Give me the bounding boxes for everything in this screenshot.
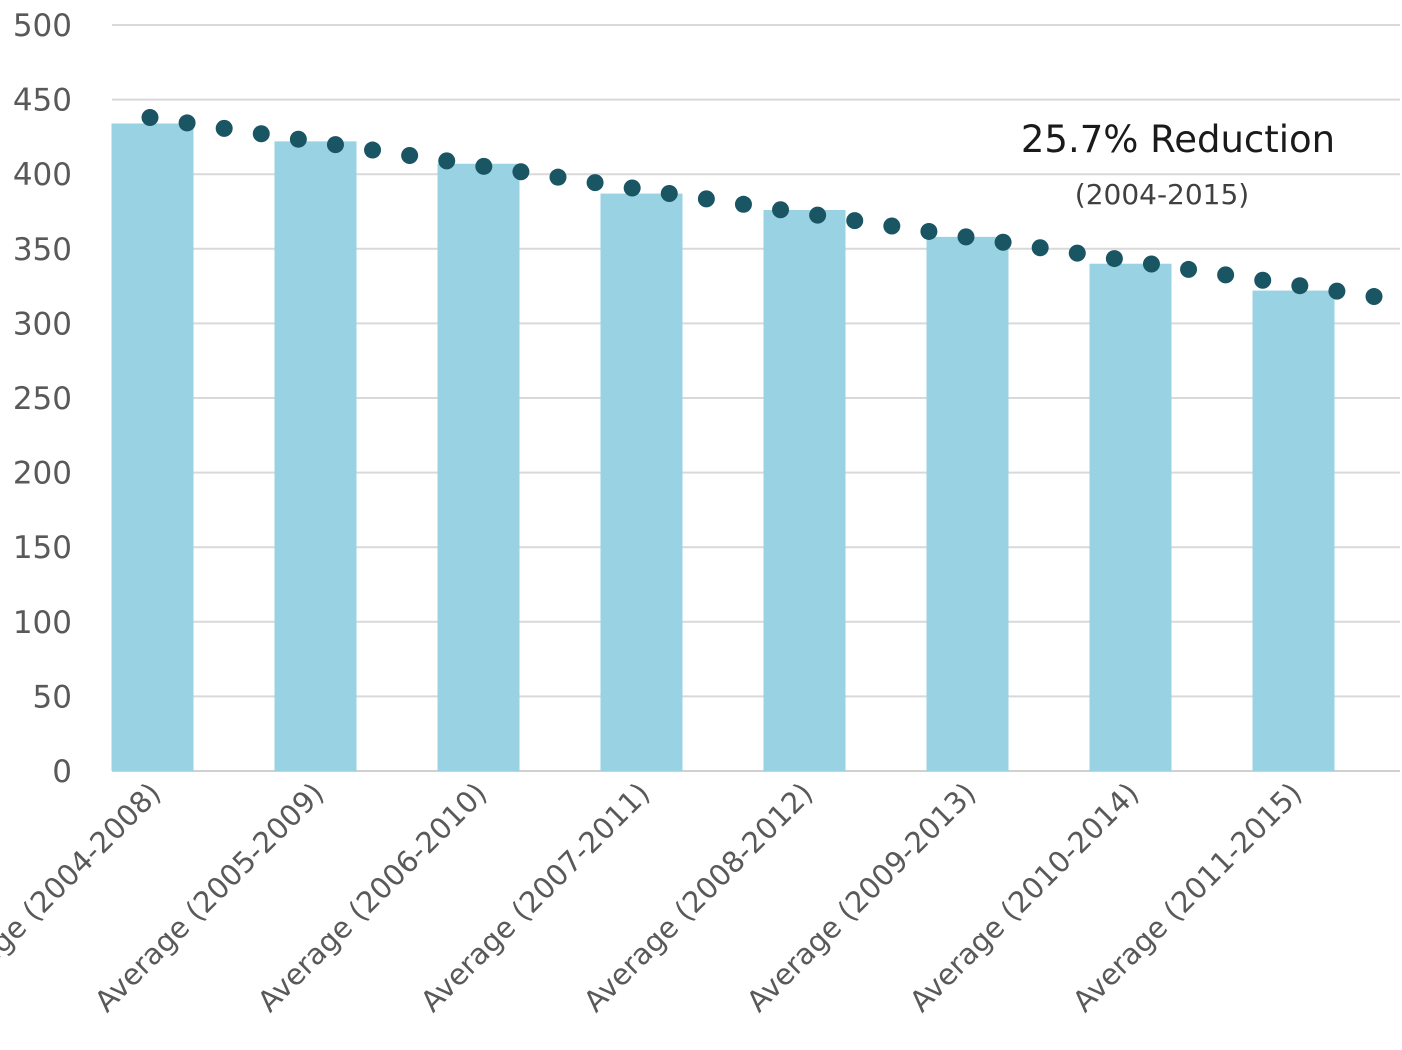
y-tick-label: 100 xyxy=(13,605,72,641)
trendline-dot xyxy=(920,222,938,240)
trendline-dot xyxy=(215,119,233,137)
bar xyxy=(763,210,846,771)
y-tick-label: 250 xyxy=(13,381,72,417)
trendline-dot xyxy=(178,114,196,132)
trendline-dot xyxy=(697,190,715,208)
y-tick-label: 300 xyxy=(13,306,72,342)
trendline-dot xyxy=(289,130,307,148)
trendline-dot xyxy=(438,152,456,170)
y-tick-label: 500 xyxy=(13,8,72,44)
trendline-dot xyxy=(734,195,752,213)
y-tick-label: 450 xyxy=(13,83,72,119)
bar xyxy=(111,123,194,772)
bar xyxy=(274,141,357,772)
trendline-dot xyxy=(364,141,382,159)
trendline-dot xyxy=(1291,277,1309,295)
y-tick-label: 200 xyxy=(13,456,72,492)
trendline-dot xyxy=(252,125,270,143)
bar-series xyxy=(111,123,1335,772)
x-axis: Average (2004-2008)Average (2005-2009)Av… xyxy=(0,776,1308,1019)
bar xyxy=(926,236,1009,771)
trendline-dot xyxy=(994,233,1012,251)
trendline-dot xyxy=(660,184,678,202)
y-tick-label: 0 xyxy=(52,754,72,790)
trendline-dot xyxy=(1068,244,1086,262)
bar xyxy=(437,163,520,772)
trendline-dot xyxy=(883,217,901,235)
trendline-dot xyxy=(512,163,530,181)
annotation-reduction: 25.7% Reduction xyxy=(1021,118,1335,161)
trendline-dot xyxy=(1142,255,1160,273)
y-tick-label: 400 xyxy=(13,157,72,193)
trendline-dot xyxy=(1031,239,1049,257)
trendline-dot xyxy=(809,206,827,224)
y-tick-label: 50 xyxy=(33,679,72,715)
trendline-dot xyxy=(1254,271,1272,289)
bar xyxy=(600,193,683,771)
trendline-dot xyxy=(772,201,790,219)
trendline xyxy=(141,109,1383,306)
trendline-dot xyxy=(586,174,604,192)
trendline-dot xyxy=(1365,288,1383,306)
trendline-dot xyxy=(141,109,159,127)
trendline-dot xyxy=(1180,260,1198,278)
trendline-dot xyxy=(549,168,567,186)
bar xyxy=(1089,263,1172,771)
trendline-dot xyxy=(846,212,864,230)
y-tick-label: 350 xyxy=(13,232,72,268)
trendline-dot xyxy=(957,228,975,246)
trendline-dot xyxy=(1328,282,1346,300)
y-tick-label: 150 xyxy=(13,530,72,566)
bar xyxy=(1252,290,1335,771)
trendline-dot xyxy=(623,179,641,197)
annotation-period: (2004-2015) xyxy=(1075,178,1249,211)
trendline-dot xyxy=(1105,250,1123,268)
trendline-dot xyxy=(401,146,419,164)
trendline-dot xyxy=(326,136,344,154)
trendline-dot xyxy=(1217,266,1235,284)
y-axis: 0 50 100 150 200 250 300 350 400 450 500 xyxy=(13,8,72,790)
trendline-dot xyxy=(475,157,493,175)
